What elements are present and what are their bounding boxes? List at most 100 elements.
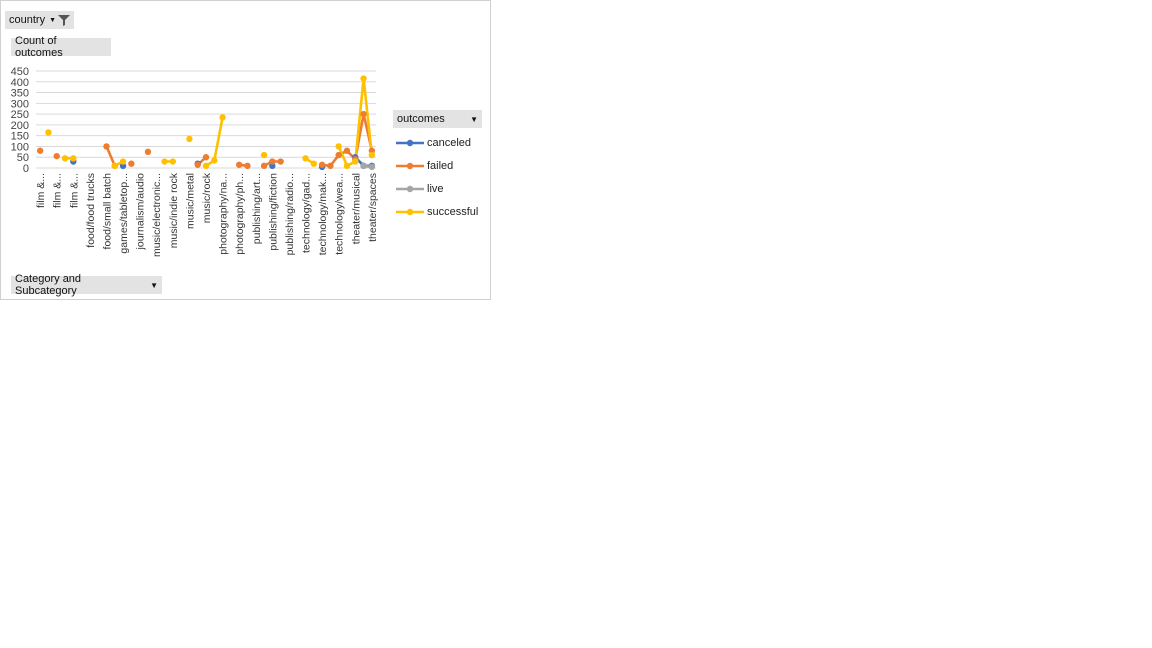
data-point-successful[interactable] <box>335 143 342 150</box>
x-tick-label: music/indie rock <box>168 172 180 248</box>
legend-marker <box>406 162 414 169</box>
data-point-failed[interactable] <box>327 162 334 170</box>
data-point-successful[interactable] <box>310 160 318 167</box>
data-point-failed[interactable] <box>277 158 284 165</box>
x-tick-label: food/small batch <box>101 173 113 250</box>
chevron-down-icon: ▼ <box>150 280 158 290</box>
data-point-failed[interactable] <box>244 162 251 170</box>
legend-swatch <box>396 208 424 215</box>
y-tick-label: 450 <box>11 66 29 78</box>
series-line-failed <box>321 112 374 168</box>
chevron-down-icon: ▼ <box>49 16 57 24</box>
y-tick-label: 150 <box>11 131 29 143</box>
legend-item-live: live <box>395 177 490 200</box>
data-point-successful[interactable] <box>169 158 177 165</box>
x-tick-label: film &... <box>52 173 64 208</box>
x-tick-label: theater/spaces <box>367 173 379 242</box>
series-line-failed <box>105 145 116 167</box>
legend-marker <box>406 208 414 215</box>
x-tick-label: journalism/audio <box>135 173 147 251</box>
data-point-successful[interactable] <box>119 158 127 165</box>
x-tick-label: technology/wea... <box>334 173 346 255</box>
data-point-successful[interactable] <box>260 151 268 159</box>
x-tick-label: music/metal <box>184 173 196 229</box>
legend-label: live <box>427 182 444 195</box>
legend-label: successful <box>427 205 479 218</box>
data-point-successful[interactable] <box>368 151 376 159</box>
x-tick-label: photography/ph... <box>234 173 246 255</box>
filter-icon <box>58 14 71 26</box>
value-field-label: Count of outcomes <box>15 35 63 59</box>
y-tick-label: 200 <box>11 120 29 132</box>
data-point-failed[interactable] <box>343 147 351 154</box>
data-point-successful[interactable] <box>186 135 193 143</box>
legend-swatch <box>396 185 424 192</box>
data-point-failed[interactable] <box>53 152 60 160</box>
country-filter-label: country <box>9 14 46 26</box>
data-point-failed[interactable] <box>103 143 110 150</box>
country-filter-button[interactable]: country ▼ <box>5 11 74 29</box>
x-tick-label: music/rock <box>201 172 213 223</box>
data-point-successful[interactable] <box>343 162 351 170</box>
data-point-failed[interactable] <box>128 160 135 167</box>
x-tick-label: technology/mak... <box>317 173 329 255</box>
legend-item-failed: failed <box>395 154 490 177</box>
x-tick-label: publishing/fiction <box>267 173 279 251</box>
legend: canceled failed live successful <box>395 131 490 223</box>
y-tick-label: 100 <box>11 141 29 153</box>
x-tick-label: publishing/radio... <box>284 173 296 255</box>
category-field-label: Category and Subcategory <box>15 273 82 297</box>
data-point-successful[interactable] <box>211 157 218 164</box>
y-tick-label: 250 <box>11 109 29 121</box>
legend-label: failed <box>427 159 454 172</box>
legend-swatch <box>396 162 424 169</box>
data-point-failed[interactable] <box>194 161 201 168</box>
x-tick-label: theater/musical <box>350 173 362 244</box>
data-point-live[interactable] <box>368 163 376 171</box>
y-tick-label: 400 <box>11 77 29 89</box>
data-point-failed[interactable] <box>260 162 268 170</box>
y-tick-label: 0 <box>23 163 29 175</box>
x-tick-label: publishing/art... <box>251 173 263 244</box>
x-tick-label: film &... <box>68 173 80 208</box>
data-point-successful[interactable] <box>161 158 168 165</box>
y-tick-label: 50 <box>17 152 29 164</box>
x-tick-label: technology/gad... <box>301 173 313 253</box>
x-tick-label: music/electronic... <box>151 173 163 257</box>
value-field-button[interactable]: Count of outcomes <box>11 35 111 59</box>
data-point-successful[interactable] <box>352 158 359 165</box>
data-point-successful[interactable] <box>219 114 226 121</box>
data-point-failed[interactable] <box>144 148 152 156</box>
legend-item-successful: successful <box>395 200 490 223</box>
data-point-failed[interactable] <box>235 161 243 168</box>
y-tick-label: 350 <box>11 88 29 100</box>
data-point-failed[interactable] <box>335 151 342 159</box>
data-point-failed[interactable] <box>360 110 367 118</box>
legend-swatch <box>396 139 424 146</box>
legend-label: canceled <box>427 136 472 149</box>
data-point-failed[interactable] <box>36 147 44 154</box>
outcomes-field-label: outcomes <box>397 113 445 125</box>
legend-marker <box>406 185 414 192</box>
x-tick-label: games/tabletop... <box>118 173 130 254</box>
y-tick-label: 300 <box>11 98 29 110</box>
data-point-successful[interactable] <box>45 129 52 136</box>
data-point-failed[interactable] <box>269 158 276 165</box>
data-point-successful[interactable] <box>360 75 367 82</box>
data-point-successful[interactable] <box>61 155 69 162</box>
data-point-successful[interactable] <box>202 162 210 170</box>
data-point-failed[interactable] <box>202 154 210 161</box>
data-point-successful[interactable] <box>70 155 77 162</box>
category-field-button[interactable]: Category and Subcategory ▼ <box>11 273 162 297</box>
data-point-failed[interactable] <box>318 161 326 168</box>
chevron-down-icon: ▼ <box>470 114 478 124</box>
x-tick-label: film &... <box>35 173 47 208</box>
legend-item-canceled: canceled <box>395 131 490 154</box>
data-point-live[interactable] <box>360 162 367 170</box>
legend-marker <box>406 139 414 146</box>
pivot-chart[interactable]: country ▼ Count of outcomes 0 50 100 150 200… <box>0 0 491 300</box>
data-point-successful[interactable] <box>302 155 309 162</box>
data-point-successful[interactable] <box>111 162 118 170</box>
outcomes-field-button[interactable]: outcomes ▼ <box>393 110 482 128</box>
